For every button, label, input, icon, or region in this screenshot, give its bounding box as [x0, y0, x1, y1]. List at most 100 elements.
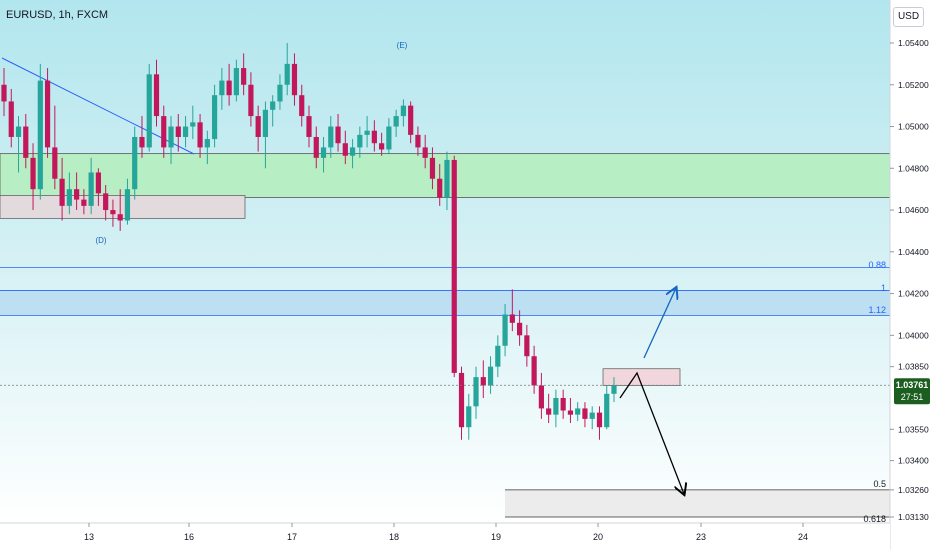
- candle-body: [567, 410, 574, 415]
- candle: [575, 402, 581, 421]
- candle: [313, 126, 319, 169]
- candle: [44, 68, 51, 158]
- candle-body: [313, 136, 319, 158]
- candle: [487, 356, 494, 394]
- candle: [342, 130, 348, 165]
- candle: [8, 88, 14, 148]
- time-tick-label: 16: [184, 532, 194, 542]
- candle-body: [81, 199, 87, 206]
- candle-body: [386, 126, 392, 150]
- price-axis[interactable]: [890, 0, 932, 550]
- candle: [15, 116, 22, 173]
- candle: [400, 99, 407, 127]
- candle-body: [371, 130, 377, 144]
- price-tick-label: 1.04600: [898, 205, 929, 215]
- time-tick-label: 13: [84, 532, 94, 542]
- candle: [560, 389, 566, 419]
- candle: [444, 151, 450, 211]
- candle-body: [291, 63, 298, 96]
- candle-body: [124, 189, 131, 221]
- candle: [30, 143, 36, 211]
- candle-body: [444, 159, 450, 198]
- zone-target-grey[interactable]: [505, 489, 890, 517]
- candle-body: [357, 134, 363, 148]
- candle-body: [52, 147, 58, 179]
- candle-body: [30, 157, 36, 190]
- candle: [371, 120, 377, 152]
- candle: [567, 397, 574, 424]
- candle-body: [8, 101, 14, 137]
- candle-body: [197, 122, 203, 148]
- time-tick-label: 19: [491, 532, 501, 542]
- candle: [524, 324, 530, 367]
- candle-body: [103, 193, 109, 211]
- currency-button[interactable]: USD: [893, 7, 924, 27]
- wave-label-d: (D): [95, 236, 106, 245]
- candle: [495, 335, 501, 378]
- candle: [480, 360, 486, 398]
- candle: [110, 199, 116, 227]
- candle: [197, 113, 203, 158]
- time-tick-label: 23: [696, 532, 706, 542]
- candle-body: [219, 80, 225, 96]
- candle-body: [59, 178, 65, 206]
- candle-body: [23, 126, 29, 158]
- candle-body: [575, 408, 581, 415]
- candle-body: [262, 109, 269, 137]
- time-axis[interactable]: [0, 523, 890, 550]
- candle-body: [139, 136, 145, 148]
- candle: [473, 366, 479, 419]
- candle-body: [175, 126, 181, 137]
- candle-body: [328, 126, 334, 148]
- price-tick-label: 1.03850: [898, 362, 929, 372]
- candle-body: [495, 345, 501, 367]
- candle-body: [408, 105, 414, 135]
- candle: [502, 304, 508, 357]
- candle-body: [335, 126, 341, 144]
- candle-body: [182, 126, 189, 137]
- fib-lines-layer: [0, 267, 890, 518]
- price-tick-label: 1.05000: [898, 122, 929, 132]
- candle-body: [233, 68, 239, 96]
- candle-body: [44, 80, 51, 148]
- candle: [52, 105, 58, 190]
- candle-body: [320, 147, 327, 158]
- candle: [408, 101, 414, 144]
- candle: [386, 118, 392, 154]
- candle-body: [204, 139, 210, 148]
- candle: [95, 168, 102, 206]
- time-tick-label: 20: [593, 532, 603, 542]
- fib-label-0-5: 0.5: [873, 479, 886, 489]
- candle-body: [604, 393, 610, 428]
- candle: [357, 126, 363, 158]
- candle: [59, 157, 65, 221]
- candle-body: [611, 385, 617, 394]
- candle: [161, 105, 167, 158]
- candle: [335, 113, 341, 152]
- candle: [582, 402, 588, 428]
- candle: [349, 139, 356, 169]
- candle-body: [364, 130, 370, 135]
- current-price-value: 1.03761: [896, 380, 929, 390]
- candle-body: [553, 397, 559, 415]
- candle: [451, 155, 457, 378]
- candle-body: [531, 356, 537, 386]
- candle-body: [589, 412, 595, 419]
- candle-body: [458, 372, 465, 428]
- candle: [241, 53, 247, 96]
- fib-label-1: 1: [881, 283, 886, 293]
- price-tick-label: 1.03400: [898, 456, 929, 466]
- fib-label-0-618: 0.618: [863, 514, 886, 524]
- projection-arrow-up[interactable]: [643, 288, 676, 359]
- candle-body: [509, 314, 515, 323]
- projection-path-down[interactable]: [619, 371, 684, 494]
- candle-body: [524, 335, 530, 357]
- time-tick-label: 18: [389, 532, 399, 542]
- candle: [66, 172, 72, 215]
- price-tick-label: 1.04200: [898, 289, 929, 299]
- time-tick-label: 17: [287, 532, 297, 542]
- candle-body: [379, 143, 385, 150]
- zone-fib-blue[interactable]: [0, 290, 890, 316]
